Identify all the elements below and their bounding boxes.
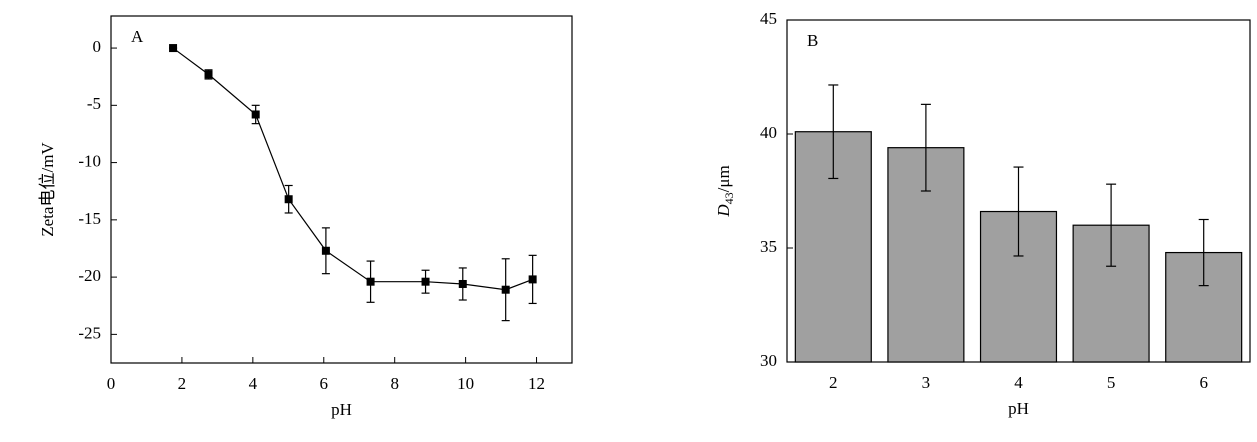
x-tick-label: 5 — [1107, 373, 1116, 392]
y-tick-label: 30 — [760, 351, 777, 370]
x-tick-label: 12 — [528, 374, 545, 393]
y-tick-label: 35 — [760, 237, 777, 256]
y-label-sub: 43 — [722, 192, 736, 204]
x-tick-label: 8 — [390, 374, 399, 393]
data-point — [321, 246, 330, 255]
y-tick-label: -5 — [87, 94, 101, 113]
y-tick-label: -25 — [78, 323, 101, 342]
y-tick-label: 40 — [760, 123, 777, 142]
y-tick-label: 0 — [93, 37, 102, 56]
y-label-unit: /μm — [714, 165, 733, 192]
data-line — [172, 47, 533, 291]
x-axis-label: pH — [331, 400, 352, 419]
data-point — [458, 279, 467, 288]
data-point — [501, 285, 510, 294]
y-label-main: D — [714, 204, 733, 218]
data-point — [204, 70, 213, 79]
data-point — [366, 277, 375, 286]
y-tick-label: 45 — [760, 9, 777, 28]
x-tick-label: 6 — [320, 374, 329, 393]
y-tick-label: -10 — [78, 151, 101, 170]
x-tick-label: 2 — [178, 374, 187, 393]
x-tick-label: 4 — [249, 374, 258, 393]
y-axis-label: D43/μm — [714, 165, 736, 217]
data-point — [251, 110, 260, 119]
x-tick-label: 4 — [1014, 373, 1023, 392]
plot-frame — [110, 15, 573, 364]
x-tick-label: 10 — [457, 374, 474, 393]
x-tick-label: 2 — [829, 373, 838, 392]
annotation: B — [807, 31, 818, 50]
y-axis-label: Zeta电位/mV — [38, 142, 57, 237]
data-point — [284, 195, 293, 204]
y-tick-label: -20 — [78, 266, 101, 285]
y-tick-label: -15 — [78, 209, 101, 228]
x-tick-label: 0 — [107, 374, 116, 393]
data-point — [169, 44, 178, 53]
x-tick-label: 3 — [922, 373, 931, 392]
annotation: A — [131, 27, 144, 46]
data-point — [421, 277, 430, 286]
data-point — [528, 275, 537, 284]
x-tick-label: 6 — [1199, 373, 1208, 392]
x-axis-label: pH — [1008, 399, 1029, 418]
